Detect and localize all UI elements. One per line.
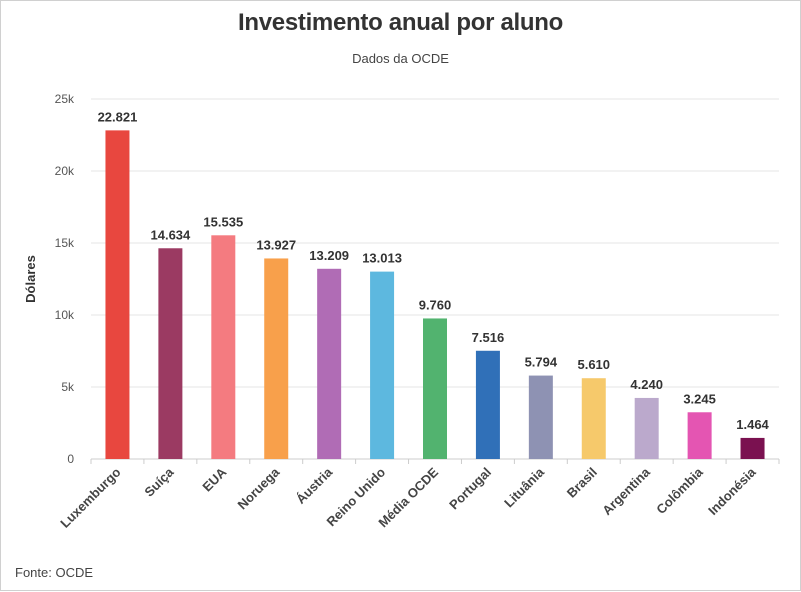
bar: [740, 437, 765, 459]
bar: [475, 350, 500, 459]
y-axis-label: Dólares: [23, 255, 38, 303]
y-tick-label: 10k: [55, 308, 75, 322]
bar: [370, 271, 395, 459]
bar: [264, 258, 289, 459]
x-tick-label: Luxemburgo: [57, 464, 123, 530]
x-tick-label: Argentina: [599, 464, 653, 518]
bar: [581, 378, 606, 459]
source-note: Fonte: OCDE: [15, 565, 94, 580]
data-label: 14.634: [151, 227, 192, 242]
chart-title: Investimento anual por aluno: [238, 9, 563, 36]
x-tick-label: Suíça: [141, 464, 177, 500]
bar: [687, 412, 712, 459]
bar: [423, 318, 447, 459]
data-label: 5.794: [525, 355, 558, 370]
x-tick-label: EUA: [199, 464, 229, 494]
data-label: 7.516: [472, 330, 505, 345]
x-tick-label: Áustria: [293, 464, 336, 507]
y-tick-label: 0: [67, 452, 74, 466]
bar: [105, 130, 130, 459]
bar: [158, 248, 183, 459]
data-label: 3.245: [683, 391, 716, 406]
chart-subtitle: Dados da OCDE: [352, 51, 449, 66]
x-tick-label: Colômbia: [653, 464, 706, 517]
data-label: 13.209: [309, 248, 349, 263]
x-tick-label: Noruega: [234, 464, 282, 512]
x-tick-label: Portugal: [446, 465, 494, 513]
y-tick-label: 15k: [55, 236, 75, 250]
bar: [317, 268, 342, 459]
y-tick-label: 5k: [61, 380, 75, 394]
y-tick-label: 25k: [55, 92, 75, 106]
data-label: 22.821: [98, 109, 138, 124]
data-label: 1.464: [736, 417, 769, 432]
data-label: 13.013: [362, 251, 402, 266]
data-label: 5.610: [577, 357, 610, 372]
x-tick-label: Indonésia: [705, 464, 759, 518]
x-tick-label: Lituânia: [501, 464, 547, 510]
data-label: 15.535: [203, 214, 243, 229]
y-tick-label: 20k: [55, 164, 75, 178]
data-label: 9.760: [419, 297, 452, 312]
data-label: 4.240: [630, 377, 663, 392]
bar: [528, 375, 553, 459]
data-label: 13.927: [256, 237, 296, 252]
bar: [634, 397, 659, 459]
bar: [211, 235, 236, 459]
x-tick-label: Brasil: [564, 465, 600, 501]
